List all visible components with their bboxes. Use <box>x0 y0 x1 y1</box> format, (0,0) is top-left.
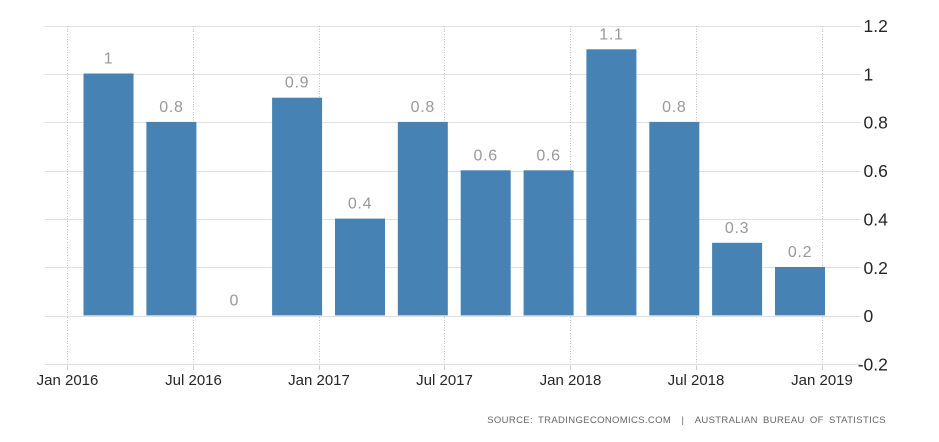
svg-text:0: 0 <box>229 292 239 309</box>
svg-text:0.8: 0.8 <box>411 99 435 116</box>
svg-text:Jul 2018: Jul 2018 <box>668 372 725 389</box>
svg-text:0.2: 0.2 <box>864 258 888 278</box>
svg-text:0.4: 0.4 <box>348 196 372 213</box>
svg-text:0: 0 <box>864 306 874 326</box>
svg-text:Jan 2016: Jan 2016 <box>37 372 99 389</box>
svg-text:0.4: 0.4 <box>864 209 889 229</box>
svg-text:1: 1 <box>864 64 874 84</box>
svg-text:-0.2: -0.2 <box>858 354 888 374</box>
svg-text:0.3: 0.3 <box>725 220 749 237</box>
svg-text:0.6: 0.6 <box>536 147 560 164</box>
svg-text:1: 1 <box>104 51 114 68</box>
svg-text:Jan 2019: Jan 2019 <box>791 372 853 389</box>
svg-text:0.8: 0.8 <box>662 99 686 116</box>
svg-text:Jul 2017: Jul 2017 <box>416 372 473 389</box>
svg-text:0.8: 0.8 <box>864 113 888 133</box>
svg-text:Jul 2016: Jul 2016 <box>165 372 222 389</box>
svg-text:SOURCE: TRADINGECONOMICS.COM: SOURCE: TRADINGECONOMICS.COM | AUSTRALIA… <box>487 415 886 426</box>
svg-text:1.2: 1.2 <box>864 16 888 36</box>
svg-text:1.1: 1.1 <box>599 26 623 43</box>
svg-text:0.6: 0.6 <box>474 147 498 164</box>
svg-text:Jan 2017: Jan 2017 <box>288 372 350 389</box>
svg-text:Jan 2018: Jan 2018 <box>540 372 602 389</box>
svg-text:0.8: 0.8 <box>159 99 183 116</box>
svg-text:0.9: 0.9 <box>285 75 309 92</box>
svg-text:0.2: 0.2 <box>788 244 812 261</box>
svg-text:0.6: 0.6 <box>864 161 888 181</box>
